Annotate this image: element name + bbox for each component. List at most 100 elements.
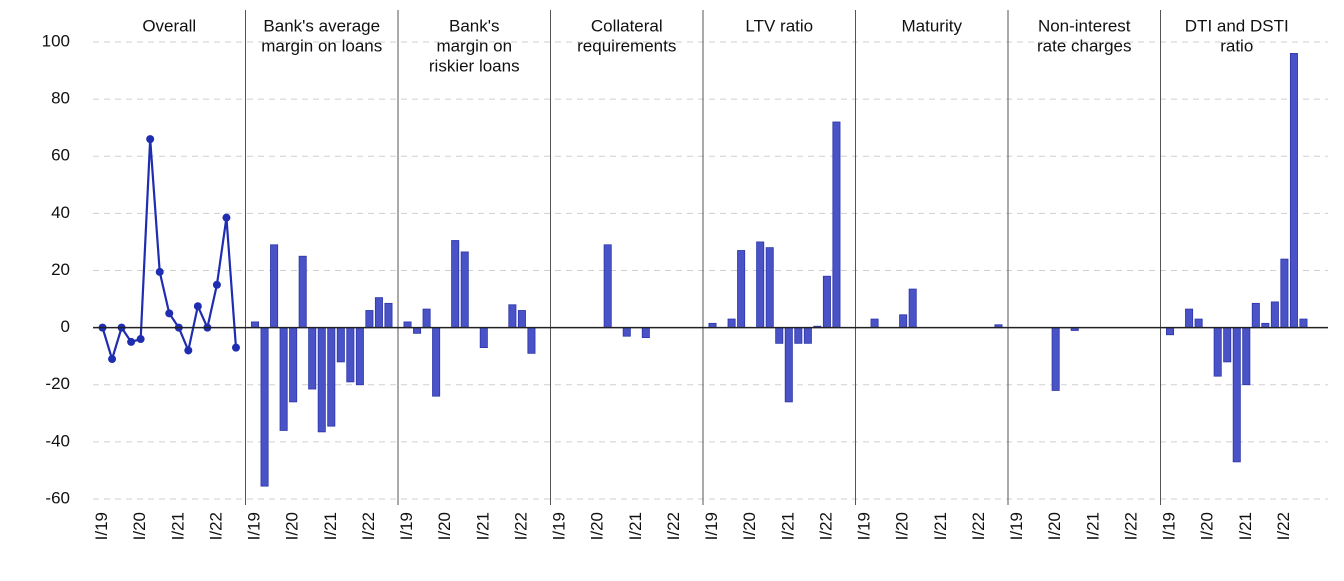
x-tick-label: I/21 (931, 512, 950, 540)
bar (727, 318, 736, 329)
bar (479, 327, 488, 349)
bar (1270, 301, 1279, 329)
bar (365, 310, 374, 329)
panel-title: margin on loans (261, 36, 382, 55)
x-tick-label: I/22 (1121, 512, 1140, 540)
x-tick-label: I/19 (1160, 512, 1179, 540)
point (222, 213, 231, 222)
bar (832, 121, 841, 329)
panel-title: requirements (577, 36, 676, 55)
bar (622, 327, 631, 337)
x-tick-label: I/19 (855, 512, 874, 540)
y-tick-label: -20 (45, 374, 70, 393)
x-tick-label: I/19 (1007, 512, 1026, 540)
bar (603, 244, 612, 329)
y-tick-label: 40 (51, 203, 70, 222)
point (165, 309, 174, 318)
bar (1232, 327, 1241, 463)
panel-title: Bank's (449, 16, 500, 35)
panel-title: LTV ratio (745, 16, 813, 35)
panel-title: Collateral (591, 16, 663, 35)
bar (784, 327, 793, 403)
x-tick-label: I/20 (130, 512, 149, 540)
panel-title: Maturity (902, 16, 963, 35)
bar (1223, 327, 1232, 363)
x-tick-label: I/22 (816, 512, 835, 540)
point (184, 346, 193, 355)
panel-title: DTI and DSTI (1185, 16, 1289, 35)
bar (279, 327, 288, 431)
x-tick-label: I/22 (206, 512, 225, 540)
x-tick-label: I/20 (893, 512, 912, 540)
x-tick-label: I/19 (702, 512, 721, 540)
bar (317, 327, 326, 433)
point (108, 355, 117, 364)
x-tick-label: I/20 (435, 512, 454, 540)
point (127, 337, 136, 346)
x-tick-label: I/19 (92, 512, 111, 540)
x-tick-label: I/19 (550, 512, 569, 540)
bar (775, 327, 784, 344)
bar (641, 327, 650, 339)
x-tick-label: I/21 (778, 512, 797, 540)
y-tick-label: 60 (51, 146, 70, 165)
bar (432, 327, 441, 397)
bar (765, 247, 774, 329)
point (146, 135, 155, 144)
bar (527, 327, 536, 354)
bar (384, 302, 393, 329)
bar (1185, 308, 1194, 329)
panel-title: ratio (1220, 36, 1253, 55)
panel-title: Non-interest (1038, 16, 1131, 35)
bar (1166, 327, 1175, 336)
x-tick-label: I/21 (473, 512, 492, 540)
bar (1051, 327, 1060, 391)
bar (374, 297, 383, 329)
y-tick-label: 20 (51, 260, 70, 279)
bar (260, 327, 269, 487)
x-tick-label: I/22 (969, 512, 988, 540)
x-tick-label: I/22 (511, 512, 530, 540)
bar (908, 288, 917, 329)
bar (756, 241, 765, 329)
bar (346, 327, 355, 383)
bar (517, 310, 526, 329)
point (193, 302, 202, 311)
x-tick-label: I/20 (1198, 512, 1217, 540)
x-tick-label: I/21 (321, 512, 340, 540)
bar (899, 314, 908, 329)
y-tick-label: -40 (45, 431, 70, 450)
bar (355, 327, 364, 386)
bar (451, 240, 460, 329)
x-tick-label: I/20 (588, 512, 607, 540)
panel-title: rate charges (1037, 36, 1132, 55)
bar (1289, 53, 1298, 329)
y-tick-label: -60 (45, 488, 70, 507)
bar (508, 304, 517, 329)
bar (413, 327, 422, 334)
x-tick-label: I/21 (168, 512, 187, 540)
bar (308, 327, 317, 390)
bar (298, 255, 307, 329)
bar (422, 308, 431, 329)
y-tick-label: 0 (61, 317, 70, 336)
bar (270, 244, 279, 329)
x-tick-label: I/22 (1274, 512, 1293, 540)
bar (1280, 258, 1289, 329)
x-tick-label: I/22 (664, 512, 683, 540)
bar (403, 321, 412, 329)
bar (1213, 327, 1222, 377)
x-tick-label: I/20 (1045, 512, 1064, 540)
bar (460, 251, 469, 329)
bar (737, 250, 746, 329)
x-tick-label: I/21 (1236, 512, 1255, 540)
panel-title: margin on (436, 36, 512, 55)
panel-title: Bank's average (263, 16, 380, 35)
bar (870, 318, 879, 329)
x-tick-label: I/19 (397, 512, 416, 540)
x-tick-label: I/22 (359, 512, 378, 540)
bar (1242, 327, 1251, 386)
point (231, 343, 240, 352)
bar (1299, 318, 1308, 329)
y-tick-label: 80 (51, 89, 70, 108)
